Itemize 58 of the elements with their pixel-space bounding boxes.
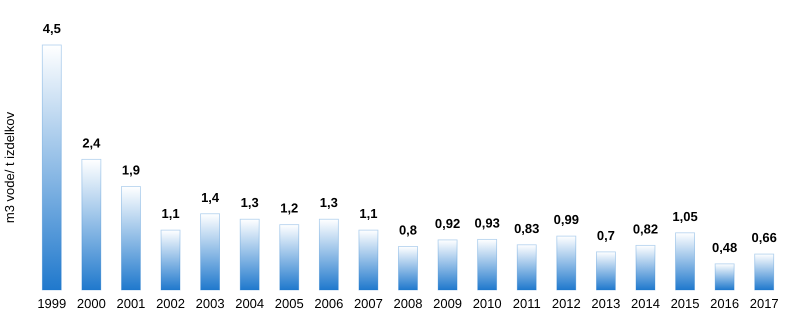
x-tick-label: 2010	[472, 296, 502, 311]
x-tick-label: 2009	[433, 296, 462, 311]
x-tick-label: 2006	[314, 296, 344, 311]
bar	[358, 230, 378, 290]
x-tick-label: 2016	[710, 296, 740, 311]
bar	[754, 254, 774, 290]
data-label: 0,93	[474, 215, 500, 230]
x-tick-label: 2015	[670, 296, 700, 311]
x-tick-label: 2008	[394, 296, 422, 311]
bar	[121, 186, 141, 290]
data-label: 1,3	[240, 195, 259, 210]
data-label: 1,1	[161, 206, 180, 222]
bar	[279, 224, 300, 290]
data-label: 4,5	[42, 21, 61, 36]
bar	[596, 251, 616, 290]
data-label: 0,83	[514, 220, 540, 236]
x-tick-label: 2012	[552, 296, 581, 311]
x-tick-label: 2002	[156, 296, 185, 311]
bar	[160, 230, 180, 290]
x-tick-label: 2005	[274, 296, 304, 311]
bar	[556, 236, 576, 290]
data-label: 1,9	[122, 162, 140, 178]
x-tick-label: 2017	[750, 296, 779, 311]
bar	[398, 246, 418, 290]
y-axis-title: m3 vode/ t izdelkov	[2, 111, 17, 224]
data-label: 0,48	[712, 240, 738, 255]
x-tick-label: 2003	[196, 296, 225, 311]
x-tick-label: 2007	[354, 296, 383, 311]
bar	[636, 244, 656, 290]
bar	[714, 263, 735, 290]
x-tick-label: 2001	[116, 296, 146, 311]
bar	[675, 232, 695, 290]
data-label: 0,99	[554, 212, 579, 228]
data-label: 0,92	[434, 216, 460, 231]
data-label: 1,3	[320, 195, 338, 210]
x-tick-label: 2004	[235, 296, 264, 311]
bar	[318, 218, 339, 290]
bar	[81, 158, 102, 290]
x-tick-label: 1999	[37, 296, 66, 311]
data-label: 0,82	[632, 221, 658, 236]
x-tick-label: 2013	[591, 296, 620, 311]
x-tick-label: 2014	[631, 296, 660, 311]
x-tick-label: 2000	[76, 296, 106, 311]
bar	[477, 238, 498, 290]
data-label: 2,4	[82, 135, 102, 150]
bar	[42, 44, 62, 290]
data-label: 1,4	[201, 190, 220, 205]
data-label: 0,66	[752, 230, 777, 246]
data-label: 1,1	[359, 206, 378, 222]
data-label: 0,8	[398, 222, 418, 238]
data-label: 1,05	[672, 208, 698, 224]
bar	[516, 244, 537, 290]
bar	[438, 240, 458, 290]
data-label: 0,7	[596, 228, 615, 243]
data-label: 1,2	[280, 200, 298, 216]
bar	[200, 213, 220, 290]
x-tick-label: 2011	[512, 296, 541, 311]
bar	[240, 218, 260, 290]
